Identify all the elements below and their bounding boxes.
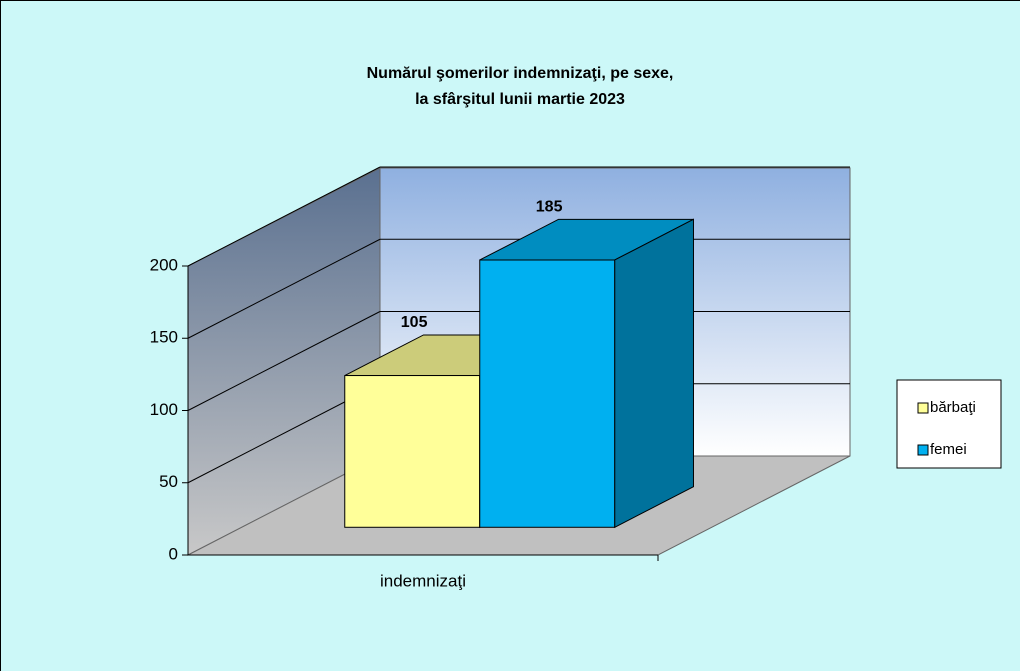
grid-line <box>187 311 381 411</box>
value-label: 185 <box>536 199 563 216</box>
y-tick-label: 50 <box>159 472 178 491</box>
value-label: 105 <box>401 314 428 331</box>
y-tick-label: 200 <box>150 255 178 274</box>
legend-label: bărbaţi <box>930 399 976 416</box>
legend <box>896 379 1002 469</box>
y-tick-label: 0 <box>169 544 178 563</box>
bar-front <box>344 375 481 528</box>
legend-swatch <box>917 402 929 414</box>
grid-line <box>187 166 381 267</box>
y-tick-label: 150 <box>150 328 178 347</box>
bar-front <box>479 259 616 528</box>
bar-side <box>614 218 694 529</box>
chart-title: Numărul şomerilor indemnizaţi, pe sexe, <box>367 65 674 82</box>
legend-swatch <box>917 444 929 456</box>
x-tick-label: indemnizaţi <box>380 571 466 590</box>
legend-label: femei <box>930 441 967 458</box>
y-tick-label: 100 <box>150 400 178 419</box>
grid-line <box>187 238 381 339</box>
chart-title: la sfârşitul lunii martie 2023 <box>415 91 625 108</box>
